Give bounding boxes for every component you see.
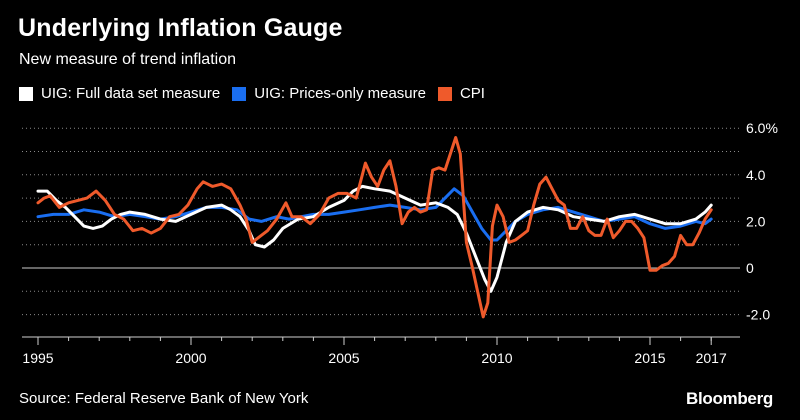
x-tick-label: 1995 — [22, 350, 53, 366]
x-axis-labels: 1995 2000 2005 2010 2015 2017 — [22, 350, 727, 366]
y-tick-label: 2.0 — [746, 213, 766, 229]
y-axis-labels: 6.0% 4.0 2.0 0 -2.0 — [746, 120, 778, 322]
legend-swatch-uig-full — [19, 86, 33, 101]
chart-subtitle: New measure of trend inflation — [19, 51, 236, 68]
x-tick-label: 2015 — [634, 350, 665, 366]
legend-item-uig-prices: UIG: Prices-only measure — [232, 85, 426, 102]
x-tick-label: 2005 — [328, 350, 359, 366]
x-axis — [22, 336, 740, 345]
legend-swatch-uig-prices — [232, 86, 247, 101]
chart-grid — [22, 127, 740, 316]
legend-swatch-cpi — [437, 86, 452, 101]
legend-item-uig-full: UIG: Full data set measure — [19, 85, 220, 102]
x-tick-label: 2010 — [481, 350, 512, 366]
series-lines — [36, 136, 713, 319]
y-tick-label: 4.0 — [746, 167, 766, 183]
legend-label-uig-full: UIG: Full data set measure — [41, 85, 221, 102]
chart-title: Underlying Inflation Gauge — [18, 14, 343, 42]
y-tick-label: 0 — [746, 260, 754, 276]
bloomberg-logo: Bloomberg — [685, 389, 773, 408]
legend-label-uig-prices: UIG: Prices-only measure — [254, 85, 426, 102]
x-tick-label: 2017 — [696, 350, 727, 366]
chart-legend: UIG: Full data set measure UIG: Prices-o… — [19, 85, 497, 102]
legend-item-cpi: CPI — [437, 85, 485, 102]
source-note: Source: Federal Reserve Bank of New York — [19, 390, 309, 407]
x-tick-label: 2000 — [175, 350, 206, 366]
uig-full-line — [36, 184, 713, 293]
cpi-line — [36, 136, 713, 319]
y-tick-label: 6.0% — [746, 120, 778, 136]
legend-label-cpi: CPI — [459, 85, 485, 102]
y-tick-label: -2.0 — [746, 307, 770, 323]
